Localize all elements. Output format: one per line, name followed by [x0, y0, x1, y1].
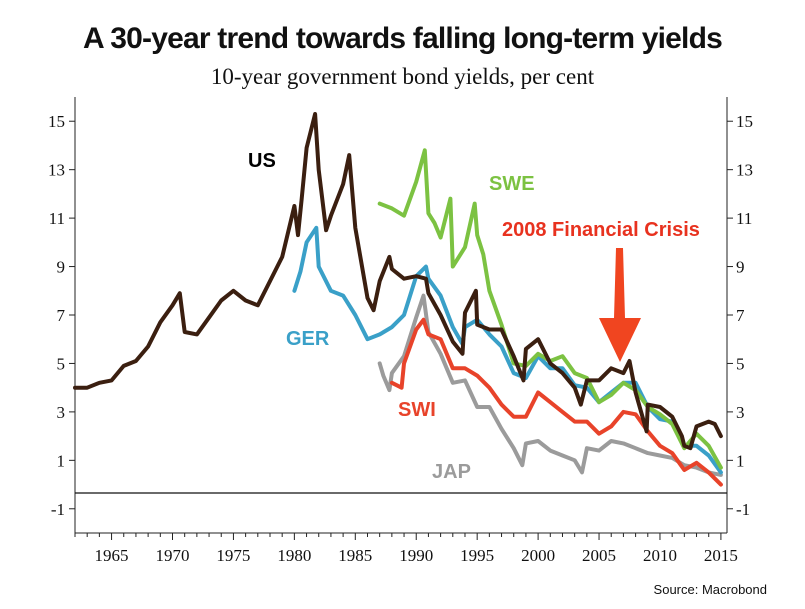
y-tick-label-right: -1 — [736, 500, 750, 519]
annotation-label: 2008 Financial Crisis — [502, 219, 700, 241]
y-tick-label-right: 11 — [736, 209, 752, 228]
series-line-swe — [377, 148, 723, 470]
series-label-jap: JAP — [432, 461, 471, 483]
x-tick-label: 1965 — [95, 546, 129, 565]
y-tick-label-left: 15 — [48, 112, 65, 131]
y-tick-label-left: -1 — [51, 500, 65, 519]
y-tick-label-right: 13 — [736, 161, 753, 180]
series-label-us: US — [248, 150, 276, 172]
series-line-jap — [377, 293, 723, 477]
y-tick-label-left: 1 — [57, 451, 66, 470]
y-tick-label-left: 11 — [49, 209, 65, 228]
x-tick-label: 2010 — [643, 546, 677, 565]
x-tick-label: 2015 — [704, 546, 738, 565]
series-label-ger: GER — [286, 328, 330, 350]
annotation-arrow-icon — [599, 248, 641, 362]
y-tick-label-right: 15 — [736, 112, 753, 131]
series-labels: US SWE GER SWI JAP — [248, 150, 535, 483]
x-tick-label: 1980 — [277, 546, 311, 565]
source-note: Source: Macrobond — [653, 582, 767, 597]
chart-subtitle: 10-year government bond yields, per cent — [210, 64, 595, 89]
series-label-swi: SWI — [398, 399, 436, 421]
x-tick-label: 1985 — [338, 546, 372, 565]
x-tick-label: 1970 — [155, 546, 189, 565]
y-tick-label-left: 5 — [57, 354, 66, 373]
x-tick-label: 2005 — [582, 546, 616, 565]
x-tick-label: 1995 — [460, 546, 494, 565]
y-tick-label-right: 5 — [736, 354, 745, 373]
y-tick-label-right: 7 — [736, 306, 745, 325]
financial-crisis-annotation: 2008 Financial Crisis — [502, 219, 700, 362]
y-tick-label-right: 3 — [736, 403, 745, 422]
y-tick-label-left: 13 — [48, 161, 65, 180]
series-label-swe: SWE — [489, 173, 535, 195]
series-lines — [73, 112, 723, 487]
axes — [74, 97, 728, 534]
series-line-us — [73, 112, 723, 451]
x-tick-label: 1990 — [399, 546, 433, 565]
chart-title: A 30-year trend towards falling long-ter… — [83, 22, 723, 55]
y-tick-label-right: 1 — [736, 451, 745, 470]
y-tick-label-left: 7 — [57, 306, 66, 325]
series-line-swi — [389, 317, 723, 487]
x-ticks: 1965 1970 1975 1980 1985 1990 1995 2000 2005 2010… — [74, 533, 738, 565]
y-tick-label-right: 9 — [736, 258, 745, 277]
x-tick-label: 2000 — [521, 546, 555, 565]
y-tick-label-left: 3 — [57, 403, 66, 422]
x-tick-label: 1975 — [216, 546, 250, 565]
y-tick-label-left: 9 — [57, 258, 66, 277]
